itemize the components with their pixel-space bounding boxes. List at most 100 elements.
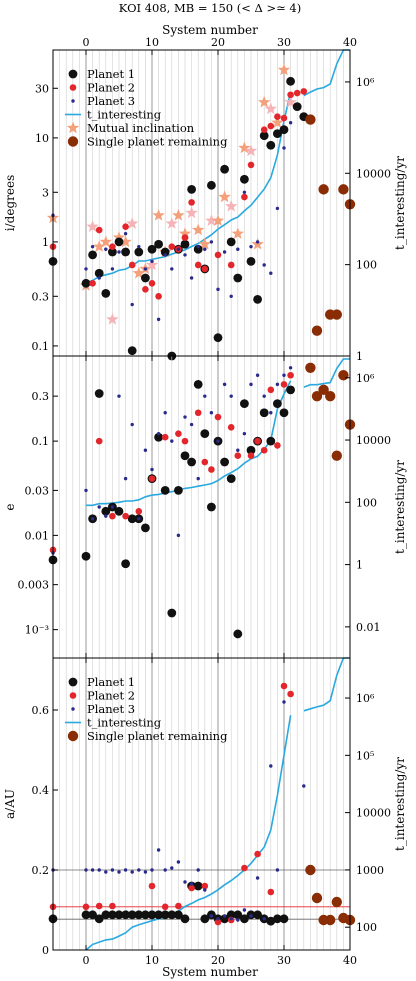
right-y-axis-label: t_interesting/yr (393, 757, 407, 851)
planet-3-point (203, 888, 207, 892)
mutual-inclination-point (126, 217, 139, 229)
planet-3-point (130, 422, 134, 427)
top-x-tick-label: 30 (277, 36, 291, 49)
single-planet-point (325, 914, 336, 926)
planet-3-point (183, 253, 187, 257)
planet-1-point (121, 247, 130, 257)
planet-2-point (227, 424, 235, 431)
y-tick-label: 30 (35, 82, 49, 95)
planet-2-point (227, 261, 235, 269)
planet-1-point (180, 451, 190, 461)
planet-2-point (109, 243, 116, 250)
planet-1-point (240, 914, 249, 924)
mutual-inclination-point (238, 141, 251, 154)
single-planet-point (331, 450, 342, 461)
planet-1-point (134, 247, 144, 257)
planet-3-point (130, 302, 134, 307)
y-tick-label: 0.3 (32, 290, 50, 303)
legend-marker (69, 84, 77, 91)
right-y-tick-label: 10000 (356, 434, 391, 447)
t-interesting-line (86, 358, 350, 507)
planet-1-point (141, 523, 150, 533)
planet-3-point (163, 253, 167, 257)
single-planet-point (305, 114, 316, 125)
planet-3-point (110, 267, 115, 271)
planet-3-point (110, 505, 115, 509)
planet-1-point (286, 385, 295, 395)
planet-3-point (156, 317, 161, 322)
legend-marker (66, 121, 80, 134)
planet-3-point (242, 431, 247, 436)
planet-1-point (193, 379, 203, 389)
planet-2-point (161, 903, 169, 911)
right-y-tick-label: 10⁶ (356, 692, 375, 705)
legend-marker (69, 692, 77, 699)
legend-label: Planet 3 (87, 94, 135, 108)
y-tick-label: 0.03 (25, 484, 50, 497)
planet-2-point (201, 458, 209, 466)
planet-2-point (280, 381, 288, 388)
planet-1-point (174, 486, 183, 495)
planet-2-point (82, 903, 90, 911)
planet-3-point (170, 439, 174, 443)
right-y-tick-label: 10000 (356, 167, 391, 180)
planet-2-point (274, 442, 281, 449)
planet-3-point (97, 505, 101, 509)
planet-3-point (269, 411, 273, 415)
planet-2-point (109, 512, 116, 520)
right-y-tick-label: 100 (356, 496, 377, 509)
planet-2-point (188, 199, 195, 206)
mutual-inclination-point (106, 312, 119, 325)
planet-1-point (233, 910, 243, 920)
planet-3-point (150, 467, 154, 472)
mutual-inclination-point (218, 190, 231, 203)
planet-1-point (226, 474, 236, 484)
planet-1-point (240, 174, 249, 184)
y-axis-label: e (3, 503, 17, 510)
mutual-inclination-point (271, 116, 284, 128)
y-tick-label: 0.2 (32, 864, 50, 877)
planet-3-point (249, 244, 253, 249)
y-tick-label: 0.6 (32, 704, 50, 717)
planet-3-point (84, 868, 88, 872)
single-planet-point (311, 390, 323, 402)
planet-2-point (95, 902, 103, 910)
planet-2-point (181, 234, 189, 241)
legend-label: Mutual inclination (87, 121, 195, 135)
planet-1-point (81, 278, 91, 288)
y-tick-label: 10⁻³ (25, 624, 49, 637)
planet-2-point (214, 413, 222, 421)
planet-1-point (154, 432, 164, 442)
legend-marker (71, 707, 75, 711)
planet-3-point (90, 517, 95, 521)
planet-1-point (114, 237, 124, 247)
right-y-tick-label: 1 (356, 559, 363, 572)
planet-2-point (287, 371, 294, 379)
planet-1-point (180, 239, 190, 249)
y-tick-label: 0.4 (32, 784, 50, 797)
right-y-tick-label: 10⁵ (356, 749, 374, 762)
planet-3-point (216, 917, 220, 921)
mutual-inclination-point (198, 237, 211, 250)
planet-2-point (254, 437, 261, 445)
planet-2-point (247, 452, 255, 460)
planet-1-point (94, 389, 104, 398)
planet-3-point (104, 514, 108, 518)
planet-1-point (94, 268, 104, 278)
planet-1-point (167, 910, 177, 920)
planet-3-point (255, 876, 260, 880)
planet-3-point (236, 918, 240, 922)
planet-1-point (160, 486, 170, 495)
single-planet-point (331, 309, 342, 320)
planet-3-point (84, 267, 88, 271)
single-planet-point (305, 362, 316, 373)
planet-1-point (134, 910, 144, 920)
planet-1-point (273, 399, 282, 409)
planet-1-point (81, 551, 91, 561)
legend-label: Single planet remaining (87, 135, 228, 149)
top-x-axis-label: System number (162, 23, 258, 37)
y-tick-label: 0 (42, 944, 49, 957)
planet-1-point (114, 910, 124, 920)
planet-3-point (183, 415, 187, 419)
